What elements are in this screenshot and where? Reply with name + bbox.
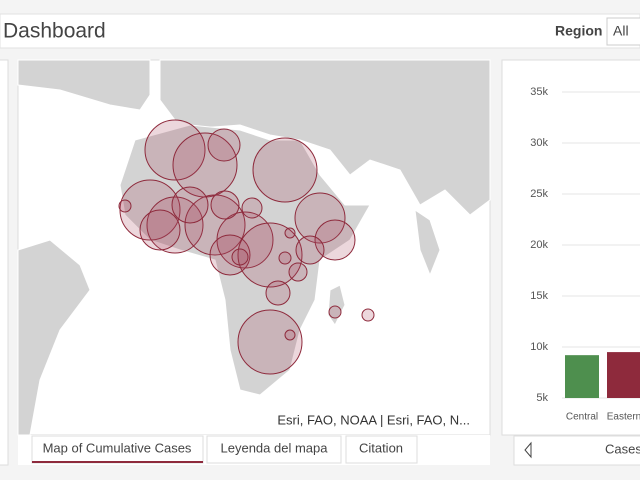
chart-footer [513,435,640,466]
x-tick-label: Central [566,412,598,423]
tab[interactable] [31,435,204,464]
chart-footer-label: Cases [605,441,640,456]
header-bar [0,13,640,49]
tab[interactable] [345,435,418,464]
y-tick-label: 25k [530,188,548,200]
y-tick-label: 30k [530,137,548,149]
x-tick-label: Eastern [607,412,640,423]
y-tick-label: 15k [530,290,548,302]
header-title: Dashboard [3,20,106,43]
tab-label[interactable]: Citation [359,440,403,455]
y-tick-label: 35k [530,86,548,98]
tab-underline [32,461,203,463]
y-tick-label: 20k [530,239,548,251]
bar [565,355,599,398]
map-attribution: Esri, FAO, NOAA | Esri, FAO, N... [277,412,470,427]
y-tick-label: 10k [530,341,548,353]
tab-label[interactable]: Map of Cumulative Cases [43,440,192,455]
bar-chart: 5k 10k 15k 20k 25k 30k 35k Central Eastern [530,86,640,423]
side-panel [0,59,9,466]
y-tick-label: 5k [536,392,548,404]
tab-label[interactable]: Leyenda del mapa [221,440,329,455]
filter-value[interactable]: All [613,23,629,39]
filter-label: Region [555,23,602,39]
bar [607,352,640,398]
region-dropdown[interactable] [606,17,640,46]
prev-button[interactable] [524,441,532,459]
tab[interactable] [206,435,342,464]
case-bubbles [118,119,375,375]
